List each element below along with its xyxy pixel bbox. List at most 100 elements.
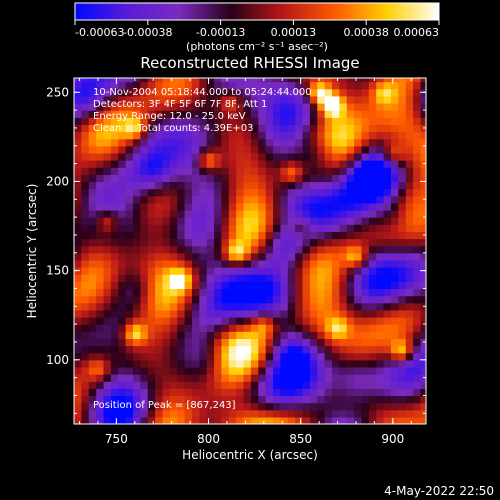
heatmap-cell — [413, 374, 422, 382]
heatmap-cell — [191, 88, 200, 97]
heatmap-cell — [221, 281, 230, 290]
heatmap-cell — [398, 281, 407, 290]
heatmap-cell — [287, 324, 296, 332]
heatmap-cell — [383, 117, 392, 125]
heatmap-cell — [147, 388, 156, 397]
heatmap-cell — [162, 231, 171, 240]
heatmap-cell — [88, 131, 97, 140]
heatmap-cell — [302, 217, 311, 225]
heatmap-cell — [147, 145, 156, 154]
heatmap-cell — [332, 152, 340, 161]
annotation-energy-range: Energy Range: 12.0 - 25.0 keV — [93, 111, 246, 122]
heatmap-cell — [280, 224, 289, 232]
heatmap-cell — [361, 152, 370, 161]
heatmap-cell — [199, 381, 208, 389]
heatmap-cell — [88, 238, 97, 247]
heatmap-cell — [302, 81, 311, 90]
heatmap-cell — [398, 345, 407, 354]
heatmap-cell — [250, 416, 259, 424]
heatmap-cell — [258, 259, 267, 268]
heatmap-cell — [302, 224, 311, 232]
heatmap-cell — [339, 131, 348, 140]
heatmap-cell — [132, 131, 141, 140]
heatmap-cell — [405, 388, 414, 397]
heatmap-cell — [162, 416, 171, 424]
heatmap-cell — [199, 374, 208, 382]
heatmap-cell — [265, 160, 274, 168]
heatmap-cell — [405, 259, 414, 268]
heatmap-cell — [250, 338, 259, 347]
heatmap-cell — [376, 209, 385, 218]
heatmap-cell — [147, 88, 156, 97]
heatmap-cell — [413, 117, 422, 125]
heatmap-cell — [376, 316, 385, 325]
heatmap-cell — [177, 145, 186, 154]
heatmap-cell — [332, 160, 340, 168]
heatmap-cell — [420, 352, 426, 361]
heatmap-cell — [383, 81, 392, 90]
heatmap-cell — [177, 117, 186, 125]
heatmap-cell — [162, 374, 171, 382]
heatmap-cell — [295, 316, 304, 325]
heatmap-cell — [206, 124, 215, 133]
heatmap-cell — [206, 374, 215, 382]
heatmap-cell — [346, 352, 355, 361]
heatmap-cell — [74, 338, 82, 347]
heatmap-cell — [191, 388, 200, 397]
heatmap-cell — [346, 202, 355, 211]
heatmap-cell — [81, 195, 90, 204]
heatmap-cell — [155, 416, 164, 424]
heatmap-cell — [273, 167, 282, 175]
heatmap-cell — [118, 345, 127, 354]
heatmap-cell — [155, 145, 164, 154]
heatmap-cell — [413, 88, 422, 97]
heatmap-cell — [177, 188, 186, 197]
heatmap-cell — [155, 352, 164, 361]
heatmap-cell — [177, 381, 186, 389]
heatmap-cell — [74, 202, 82, 211]
annotation-block: 10-Nov-2004 05:18:44.000 to 05:24:44.000… — [93, 87, 312, 134]
heatmap-cell — [162, 338, 171, 347]
heatmap-cell — [147, 402, 156, 411]
heatmap-cell — [236, 245, 245, 254]
heatmap-cell — [96, 274, 105, 282]
heatmap-cell — [368, 352, 377, 361]
heatmap-cell — [140, 409, 149, 418]
heatmap-cell — [110, 281, 119, 290]
heatmap-cell — [88, 88, 97, 97]
heatmap-cell — [332, 281, 340, 290]
heatmap-cell — [110, 88, 119, 97]
heatmap-cell — [258, 224, 267, 232]
heatmap-cell — [317, 345, 326, 354]
heatmap-cell — [295, 352, 304, 361]
heatmap-cell — [74, 195, 82, 204]
heatmap-cell — [280, 131, 289, 140]
heatmap-cell — [74, 174, 82, 183]
colorbar — [75, 3, 439, 20]
heatmap-cell — [354, 388, 363, 397]
heatmap-cell — [103, 117, 112, 125]
heatmap-cell — [420, 381, 426, 389]
heatmap-cell — [280, 252, 289, 261]
heatmap-cell — [383, 78, 392, 83]
heatmap-cell — [103, 252, 112, 261]
heatmap-cell — [110, 324, 119, 332]
heatmap-cell — [250, 152, 259, 161]
heatmap-cell — [125, 231, 134, 240]
heatmap-cell — [169, 309, 178, 318]
heatmap-cell — [368, 102, 377, 111]
heatmap-cell — [147, 167, 156, 175]
heatmap-cell — [103, 267, 112, 275]
heatmap-cell — [243, 110, 252, 118]
heatmap-cell — [273, 267, 282, 275]
heatmap-cell — [118, 395, 127, 404]
heatmap-cell — [74, 381, 82, 389]
heatmap-cell — [96, 188, 105, 197]
heatmap-cell — [390, 288, 399, 297]
heatmap-cell — [280, 352, 289, 361]
heatmap-cell — [169, 174, 178, 183]
heatmap-cell — [74, 110, 82, 118]
heatmap-cell — [258, 324, 267, 332]
heatmap-cell — [295, 217, 304, 225]
colorbar-frame — [74, 2, 440, 21]
